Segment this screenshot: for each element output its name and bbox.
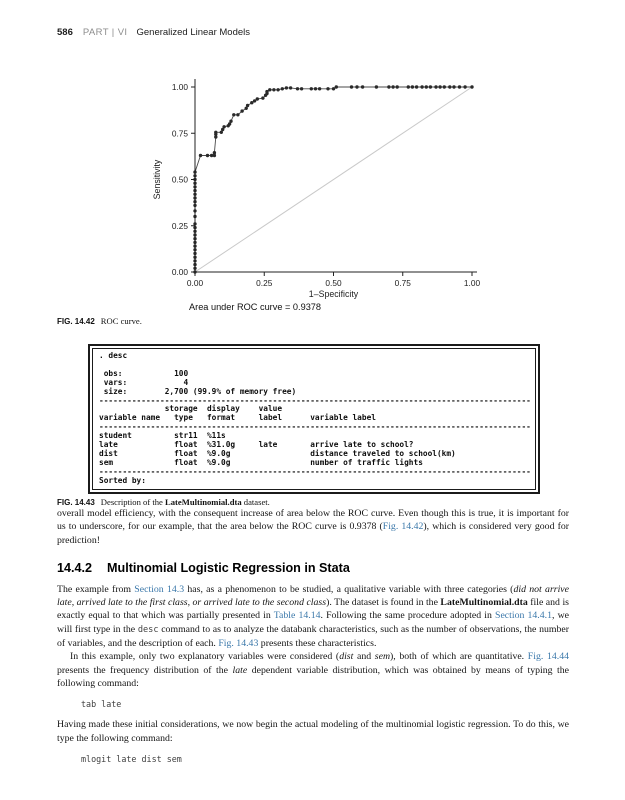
x-tick-label: 0.00 bbox=[187, 278, 204, 288]
y-tick-label: 0.00 bbox=[172, 267, 189, 277]
text-segment: ), both of which are quantitative. bbox=[390, 651, 528, 663]
text-segment: dependent variable distribution, which w… bbox=[57, 664, 569, 689]
text-segment: sem bbox=[374, 651, 391, 663]
cross-reference-link[interactable]: Table 14.14 bbox=[273, 610, 321, 622]
stata-command-mlogit: mlogit late dist sem bbox=[81, 753, 182, 764]
paragraph-roc-conclusion: overall model efficiency, with the conse… bbox=[57, 507, 569, 547]
text-segment: did not arrive late, arrived late to the… bbox=[57, 583, 569, 609]
x-tick-label: 0.75 bbox=[395, 278, 412, 288]
stata-output-box: . desc obs: 100 vars: 4 size: 2,700 (99.… bbox=[88, 344, 540, 494]
figure-caption-text: ROC curve. bbox=[100, 316, 142, 326]
text-segment: LateMultinomial.dta bbox=[440, 597, 528, 609]
text-segment: dataset. bbox=[241, 497, 270, 507]
stata-output-inner-frame: . desc obs: 100 vars: 4 size: 2,700 (99.… bbox=[92, 348, 536, 490]
y-axis-label: Sensitivity bbox=[152, 159, 162, 199]
text-segment: In this example, only two explanatory va… bbox=[70, 651, 340, 663]
text-segment: Description of the bbox=[100, 497, 165, 507]
y-tick-label: 0.25 bbox=[172, 221, 189, 231]
stata-desc-output: . desc obs: 100 vars: 4 size: 2,700 (99.… bbox=[99, 351, 531, 485]
cross-reference-link[interactable]: Fig. 14.43 bbox=[218, 638, 259, 650]
text-segment: ). The dataset is found in the bbox=[326, 597, 441, 609]
text-segment: has, as a phenomenon to be studied, a qu… bbox=[184, 583, 514, 595]
text-segment: The example from bbox=[57, 583, 135, 595]
text-segment: late bbox=[232, 664, 248, 676]
cross-reference-link[interactable]: Section 14.3 bbox=[134, 583, 185, 595]
text-segment: presents the frequency distribution of t… bbox=[57, 664, 233, 676]
cross-reference-link[interactable]: Fig. 14.44 bbox=[527, 651, 569, 663]
text-segment: dist bbox=[339, 651, 354, 663]
figure-caption-text: Description of the LateMultinomial.dta d… bbox=[101, 497, 270, 507]
paragraph-modeling-intro: Having made these initial considerations… bbox=[57, 718, 569, 745]
roc-curve-points bbox=[193, 85, 474, 274]
section-heading: 14.4.2 Multinomial Logistic Regression in… bbox=[57, 561, 569, 575]
roc-curve-chart: 0.00 0.25 0.50 0.75 1.00 0.00 0.25 0.50 0.75 1.00… bbox=[152, 79, 481, 312]
y-tick-label: 0.50 bbox=[172, 175, 189, 185]
figure-label: FIG. 14.43 bbox=[57, 498, 95, 507]
paragraph-explanatory-variables: In this example, only two explanatory va… bbox=[57, 650, 569, 690]
text-segment: desc bbox=[137, 624, 159, 635]
section-title: Multinomial Logistic Regression in Stata bbox=[107, 560, 350, 575]
fig-14-42-caption: FIG. 14.42 ROC curve. bbox=[57, 316, 142, 326]
text-segment: Having made these initial considerations… bbox=[57, 719, 569, 744]
stata-command-tab-late: tab late bbox=[81, 699, 122, 710]
text-segment: command to as to analyze the databank ch… bbox=[57, 623, 569, 650]
x-axis-label: 1–Specificity bbox=[309, 289, 359, 299]
text-segment: file and is exactly equal to that which … bbox=[57, 597, 569, 622]
y-tick-label: 0.75 bbox=[172, 128, 189, 138]
section-number: 14.4.2 bbox=[57, 560, 93, 575]
paragraph-example-description: The example from Section 14.3 has, as a … bbox=[57, 583, 569, 650]
text-segment: overall model efficiency, with the conse… bbox=[57, 508, 569, 533]
x-tick-label: 0.50 bbox=[325, 278, 342, 288]
figure-label: FIG. 14.42 bbox=[57, 317, 95, 326]
page-header: 586 PART | VI Generalized Linear Models bbox=[57, 27, 250, 38]
x-tick-label: 0.25 bbox=[256, 278, 273, 288]
text-segment: and bbox=[353, 651, 375, 663]
fig-14-43-caption: FIG. 14.43 Description of the LateMultino… bbox=[57, 497, 270, 507]
cross-reference-link[interactable]: Fig. 14.42 bbox=[382, 521, 424, 533]
text-segment: ), which is considered very good for pre… bbox=[57, 521, 569, 546]
part-title: Generalized Linear Models bbox=[136, 27, 251, 38]
text-segment: LateMultinomial.dta bbox=[165, 497, 242, 507]
page-number: 586 bbox=[57, 27, 73, 38]
diagonal-reference-line bbox=[194, 86, 473, 273]
part-label: PART | VI bbox=[82, 27, 128, 38]
text-segment: , we will first type in the bbox=[57, 610, 569, 635]
body-text-column: overall model efficiency, with the conse… bbox=[57, 507, 569, 773]
auc-annotation: Area under ROC curve = 0.9378 bbox=[189, 302, 321, 312]
x-tick-label: 1.00 bbox=[464, 278, 481, 288]
text-segment: . Following the same procedure adopted i… bbox=[320, 610, 495, 622]
text-segment: presents these characteristics. bbox=[258, 638, 377, 650]
cross-reference-link[interactable]: Section 14.4.1 bbox=[495, 610, 552, 622]
y-tick-label: 1.00 bbox=[172, 82, 189, 92]
